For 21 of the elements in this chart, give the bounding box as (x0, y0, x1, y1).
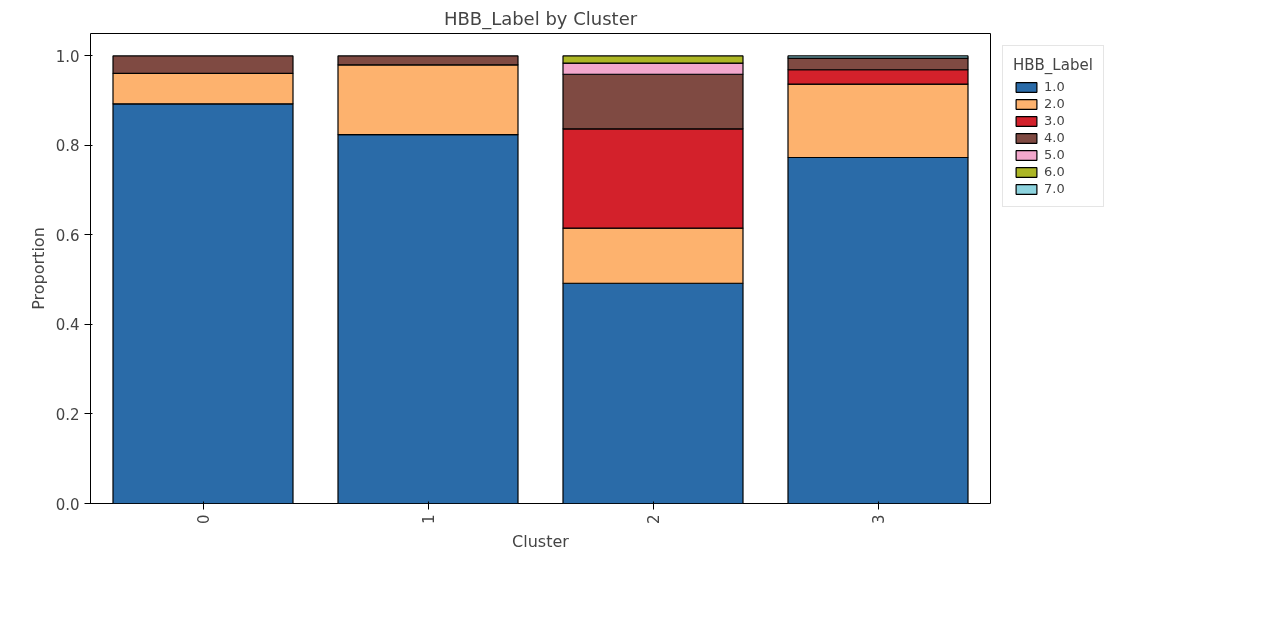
x-axis-title: Cluster (512, 532, 570, 552)
legend-label: 2.0 (1044, 96, 1065, 111)
y-tick-label: 0.4 (55, 316, 80, 335)
x-tick-label: 3 (870, 514, 888, 525)
y-tick-label: 0.6 (55, 226, 80, 245)
legend-label: 6.0 (1044, 164, 1065, 179)
legend-label: 7.0 (1044, 181, 1065, 196)
x-tick-label: 2 (645, 514, 663, 525)
legend-label: 3.0 (1044, 113, 1065, 128)
y-tick-label: 0.8 (55, 137, 80, 156)
legend-label: 1.0 (1044, 79, 1065, 94)
y-axis-title: Proportion (28, 227, 48, 310)
legend-label: 5.0 (1044, 147, 1065, 162)
y-tick-label: 1.0 (55, 47, 80, 66)
x-tick-label: 0 (195, 514, 213, 525)
y-tick-label: 0.0 (55, 495, 80, 514)
x-tick-label: 1 (420, 514, 438, 525)
y-tick-label: 0.2 (55, 405, 80, 424)
legend-title: HBB_Label (1013, 56, 1093, 74)
legend-label: 4.0 (1044, 130, 1065, 145)
chart-title: HBB_Label by Cluster (443, 7, 638, 30)
